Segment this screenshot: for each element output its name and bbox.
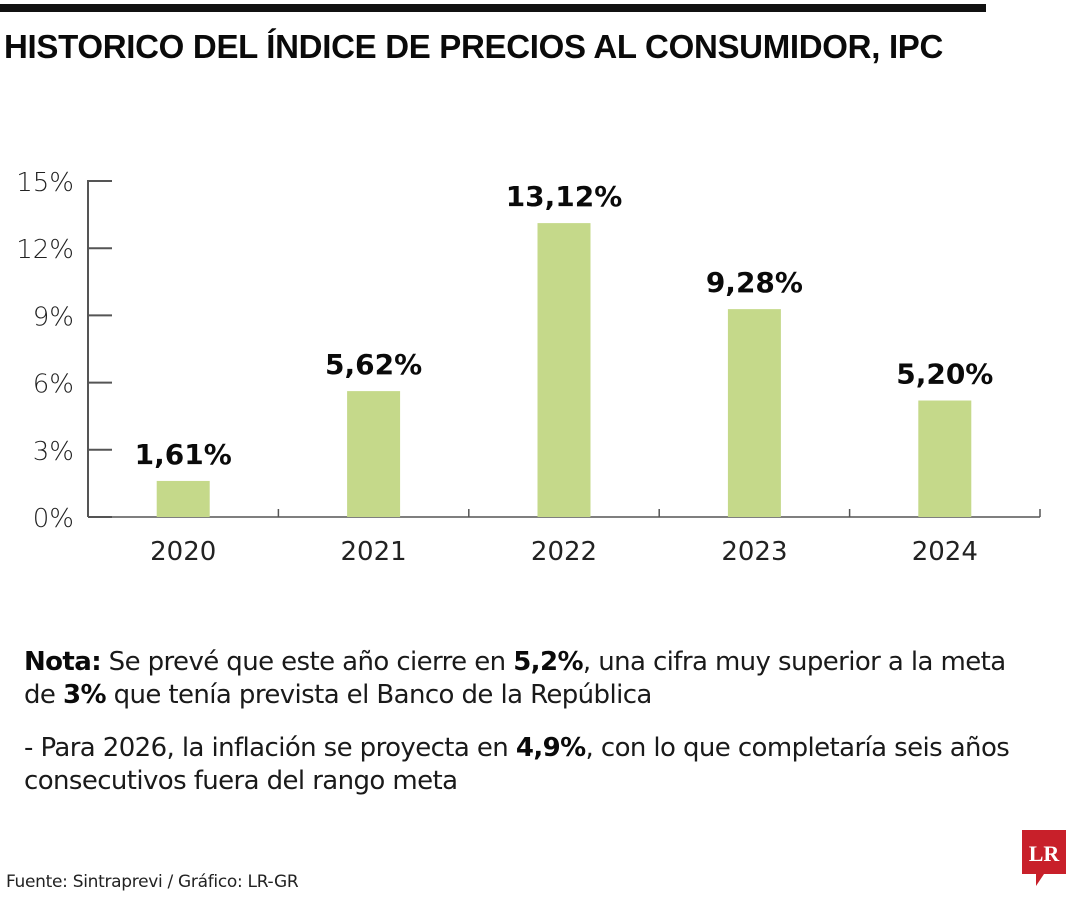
y-tick-label: 6% — [33, 370, 74, 400]
value-label-2021: 5,62% — [325, 348, 422, 381]
lr-logo-icon: LR — [1022, 830, 1066, 886]
x-category-label: 2022 — [531, 537, 597, 567]
y-tick-label: 3% — [33, 437, 74, 467]
value-labels: 1,61% 5,62% 13,12% 9,28% 5,20% — [135, 180, 994, 471]
note-2-text-b: , con lo que completaría seis años conse… — [24, 733, 1010, 796]
bar-2020 — [156, 480, 210, 517]
note-1-text-b: , una cifra muy superior a la meta de — [24, 647, 1006, 710]
value-label-2023: 9,28% — [706, 266, 803, 299]
value-label-2020: 1,61% — [135, 438, 232, 471]
note-1-highlight-forecast: 5,2% — [513, 647, 583, 677]
x-category-label: 2020 — [150, 537, 216, 567]
note-2-highlight: 4,9% — [515, 733, 586, 763]
bars — [156, 223, 972, 517]
note-1-text-a: Se prevé que este año cierre en — [101, 647, 514, 677]
logo-speech-bubble — [1022, 830, 1066, 886]
note-1: Nota: Se prevé que este año cierre en 5,… — [24, 646, 1044, 712]
bar-2021 — [347, 391, 401, 517]
y-tick-label: 15% — [16, 168, 74, 198]
y-tick-label: 0% — [33, 504, 74, 534]
value-label-2022: 13,12% — [506, 180, 623, 213]
top-rule — [0, 4, 986, 12]
note-1-highlight-target: 3% — [62, 680, 107, 710]
notes: Nota: Se prevé que este año cierre en 5,… — [24, 646, 1044, 818]
x-category-label: 2021 — [341, 537, 407, 567]
y-tick-label: 12% — [16, 235, 74, 265]
x-axis: 2020 2021 2022 2023 2024 — [88, 509, 1041, 567]
bar-2024 — [918, 400, 972, 517]
x-category-label: 2024 — [912, 537, 978, 567]
note-2-text-a: - Para 2026, la inflación se proyecta en — [24, 733, 516, 763]
bar-chart: 0% 3% 6% 9% 12% 15% 2020 2021 2022 2023 2024 1,61… — [16, 168, 1041, 567]
chart-title: HISTORICO DEL ÍNDICE DE PRECIOS AL CONSU… — [4, 28, 944, 65]
bar-2022 — [537, 223, 591, 517]
y-tick-label: 9% — [33, 302, 74, 332]
logo-text: LR — [1029, 841, 1061, 866]
note-2: - Para 2026, la inflación se proyecta en… — [24, 732, 1044, 798]
y-axis: 0% 3% 6% 9% 12% 15% — [16, 168, 112, 534]
note-1-text-c: que tenía prevista el Banco de la Repúbl… — [105, 680, 653, 710]
bar-2023 — [727, 309, 781, 517]
value-label-2024: 5,20% — [896, 358, 993, 391]
x-category-label: 2023 — [721, 537, 787, 567]
note-1-label: Nota: — [24, 647, 102, 677]
source-credit: Fuente: Sintraprevi / Gráfico: LR-GR — [6, 872, 299, 892]
